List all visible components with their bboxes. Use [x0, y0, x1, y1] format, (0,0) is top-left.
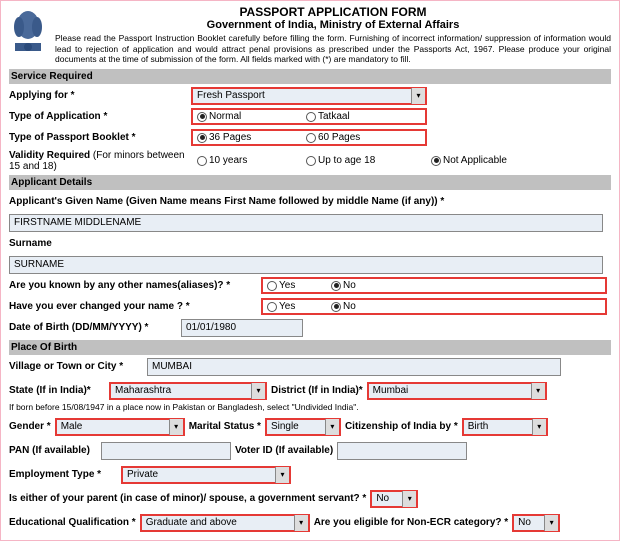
- chevron-down-icon: ▾: [544, 515, 558, 531]
- label-booklet: Type of Passport Booklet *: [9, 132, 187, 143]
- surname-input[interactable]: SURNAME: [9, 256, 603, 274]
- radio-10years[interactable]: 10 years: [197, 155, 292, 166]
- non-ecr-dropdown[interactable]: No ▾: [512, 514, 560, 532]
- title-sub: Government of India, Ministry of Externa…: [55, 19, 611, 31]
- label-given-name: Applicant's Given Name (Given Name means…: [9, 196, 444, 207]
- section-applicant-details: Applicant Details: [9, 175, 611, 190]
- employment-dropdown[interactable]: Private ▾: [121, 466, 291, 484]
- chevron-down-icon: ▾: [294, 515, 308, 531]
- label-govt-servant: Is either of your parent (in case of min…: [9, 493, 366, 504]
- section-service-required: Service Required: [9, 69, 611, 84]
- title-main: PASSPORT APPLICATION FORM: [55, 5, 611, 19]
- label-applying-for: Applying for *: [9, 90, 187, 101]
- label-education: Educational Qualification *: [9, 517, 136, 528]
- village-input[interactable]: MUMBAI: [147, 358, 561, 376]
- chevron-down-icon: ▾: [532, 419, 546, 435]
- emblem-icon: [9, 5, 47, 55]
- label-validity: Validity Required (For minors between 15…: [9, 150, 187, 172]
- section-place-of-birth: Place Of Birth: [9, 340, 611, 355]
- header: PASSPORT APPLICATION FORM Government of …: [9, 5, 611, 65]
- instructions-text: Please read the Passport Instruction Boo…: [55, 33, 611, 65]
- changed-name-group: Yes No: [261, 298, 607, 315]
- dob-input[interactable]: 01/01/1980: [181, 319, 303, 337]
- pan-input[interactable]: [101, 442, 231, 460]
- label-employment: Employment Type *: [9, 469, 117, 480]
- label-citizenship: Citizenship of India by *: [345, 421, 458, 432]
- chevron-down-icon: ▾: [325, 419, 339, 435]
- education-dropdown[interactable]: Graduate and above ▾: [140, 514, 310, 532]
- citizenship-dropdown[interactable]: Birth ▾: [462, 418, 548, 436]
- label-aliases: Are you known by any other names(aliases…: [9, 280, 257, 291]
- label-district: District (If in India)*: [271, 385, 363, 396]
- label-gender: Gender *: [9, 421, 51, 432]
- marital-dropdown[interactable]: Single ▾: [265, 418, 341, 436]
- radio-changed-no[interactable]: No: [331, 301, 356, 312]
- radio-tatkaal[interactable]: Tatkaal: [306, 111, 350, 122]
- undivided-india-note: If born before 15/08/1947 in a place now…: [9, 402, 611, 412]
- radio-age18[interactable]: Up to age 18: [306, 155, 375, 166]
- label-village: Village or Town or City *: [9, 361, 143, 372]
- chevron-down-icon: ▾: [169, 419, 183, 435]
- chevron-down-icon: ▾: [251, 383, 265, 399]
- radio-60pages[interactable]: 60 Pages: [306, 132, 360, 143]
- label-pan: PAN (If available): [9, 445, 97, 456]
- applying-for-value: Fresh Passport: [193, 90, 411, 101]
- radio-aliases-yes[interactable]: Yes: [267, 280, 317, 291]
- chevron-down-icon: ▾: [411, 88, 425, 104]
- label-app-type: Type of Application *: [9, 111, 187, 122]
- radio-normal[interactable]: Normal: [197, 111, 292, 122]
- header-text: PASSPORT APPLICATION FORM Government of …: [55, 5, 611, 65]
- label-state: State (If in India)*: [9, 385, 105, 396]
- radio-changed-yes[interactable]: Yes: [267, 301, 317, 312]
- govt-servant-dropdown[interactable]: No ▾: [370, 490, 418, 508]
- radio-36pages[interactable]: 36 Pages: [197, 132, 292, 143]
- gender-dropdown[interactable]: Male ▾: [55, 418, 185, 436]
- applying-for-dropdown[interactable]: Fresh Passport ▾: [191, 87, 427, 105]
- validity-group: 10 years Up to age 18: [191, 154, 427, 167]
- label-non-ecr: Are you eligible for Non-ECR category? *: [314, 517, 508, 528]
- aliases-group: Yes No: [261, 277, 607, 294]
- voter-input[interactable]: [337, 442, 467, 460]
- label-changed-name: Have you ever changed your name ? *: [9, 301, 257, 312]
- label-voter: Voter ID (If available): [235, 445, 333, 456]
- label-surname: Surname: [9, 238, 52, 249]
- radio-aliases-no[interactable]: No: [331, 280, 356, 291]
- app-type-group: Normal Tatkaal: [191, 108, 427, 125]
- booklet-group: 36 Pages 60 Pages: [191, 129, 427, 146]
- given-name-input[interactable]: FIRSTNAME MIDDLENAME: [9, 214, 603, 232]
- chevron-down-icon: ▾: [275, 467, 289, 483]
- label-marital: Marital Status *: [189, 421, 261, 432]
- district-dropdown[interactable]: Mumbai ▾: [367, 382, 547, 400]
- chevron-down-icon: ▾: [402, 491, 416, 507]
- radio-not-applicable[interactable]: Not Applicable: [431, 155, 507, 166]
- chevron-down-icon: ▾: [531, 383, 545, 399]
- label-dob: Date of Birth (DD/MM/YYYY) *: [9, 322, 177, 333]
- form-container: PASSPORT APPLICATION FORM Government of …: [0, 0, 620, 541]
- state-dropdown[interactable]: Maharashtra ▾: [109, 382, 267, 400]
